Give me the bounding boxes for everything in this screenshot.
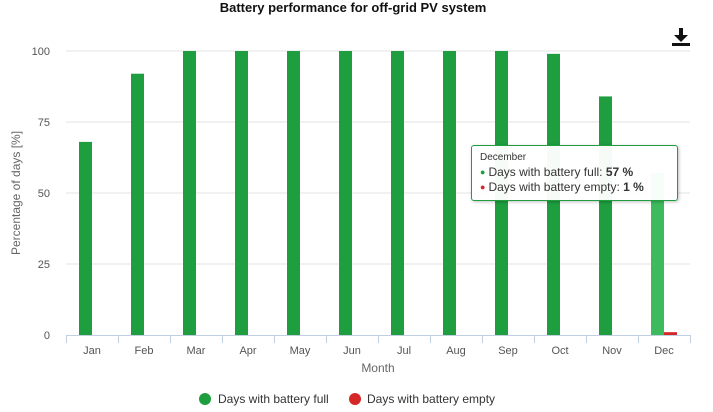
x-tick-label: Oct	[551, 345, 568, 357]
x-tick-label: Jul	[397, 345, 411, 357]
tooltip: December ● Days with battery full: 57 % ●…	[471, 145, 678, 201]
x-tick-label: May	[290, 345, 311, 357]
legend-label: Days with battery full	[218, 392, 329, 406]
download-button[interactable]	[670, 27, 692, 47]
x-axis-title: Month	[361, 361, 394, 375]
y-tick-label: 50	[38, 188, 50, 200]
x-tick-label: Mar	[187, 345, 206, 357]
tooltip-header: December	[480, 152, 527, 163]
bar-battery-full-may[interactable]	[287, 51, 300, 335]
bar-battery-full-jan[interactable]	[79, 141, 92, 335]
bar-battery-full-mar[interactable]	[183, 51, 196, 335]
bar-battery-full-jun[interactable]	[339, 51, 352, 335]
x-tick-label: Dec	[654, 345, 674, 357]
legend-marker	[199, 393, 211, 405]
tooltip-row-full: ● Days with battery full: 57 %	[480, 165, 669, 180]
legend-item[interactable]: Days with battery empty	[349, 392, 495, 406]
bar-battery-full-apr[interactable]	[235, 51, 248, 335]
bar-battery-full-dec[interactable]	[651, 173, 664, 335]
chart-title: Battery performance for off-grid PV syst…	[220, 0, 487, 15]
y-tick-label: 100	[32, 46, 50, 58]
y-axis-title: Percentage of days [%]	[9, 131, 23, 255]
y-tick-label: 75	[38, 117, 50, 129]
tooltip-value-full: 57 %	[605, 165, 634, 179]
x-tick-label: Aug	[446, 345, 466, 357]
x-tick-label: Apr	[239, 345, 256, 357]
bar-battery-full-jul[interactable]	[391, 51, 404, 335]
bar-battery-full-aug[interactable]	[443, 51, 456, 335]
x-tick-label: Sep	[498, 345, 518, 357]
tooltip-label-empty: Days with battery empty:	[488, 180, 624, 194]
bar-battery-empty-dec[interactable]	[664, 332, 677, 335]
y-tick-label: 0	[44, 330, 50, 342]
tooltip-value-empty: 1 %	[623, 180, 644, 194]
x-tick-label: Jan	[83, 345, 101, 357]
y-tick-label: 25	[38, 259, 50, 271]
tooltip-label-full: Days with battery full:	[488, 165, 606, 179]
x-tick-label: Nov	[602, 345, 622, 357]
legend-label: Days with battery empty	[367, 392, 495, 406]
tooltip-dot-full: ●	[480, 167, 486, 177]
download-icon	[672, 28, 690, 46]
x-tick-label: Jun	[343, 345, 361, 357]
bar-battery-full-nov[interactable]	[599, 96, 612, 335]
tooltip-dot-empty: ●	[480, 182, 486, 192]
legend-marker	[349, 393, 361, 405]
x-tick-label: Feb	[135, 345, 154, 357]
tooltip-row-empty: ● Days with battery empty: 1 %	[480, 180, 669, 195]
legend-item[interactable]: Days with battery full	[199, 392, 329, 406]
bar-battery-full-feb[interactable]	[131, 73, 144, 335]
